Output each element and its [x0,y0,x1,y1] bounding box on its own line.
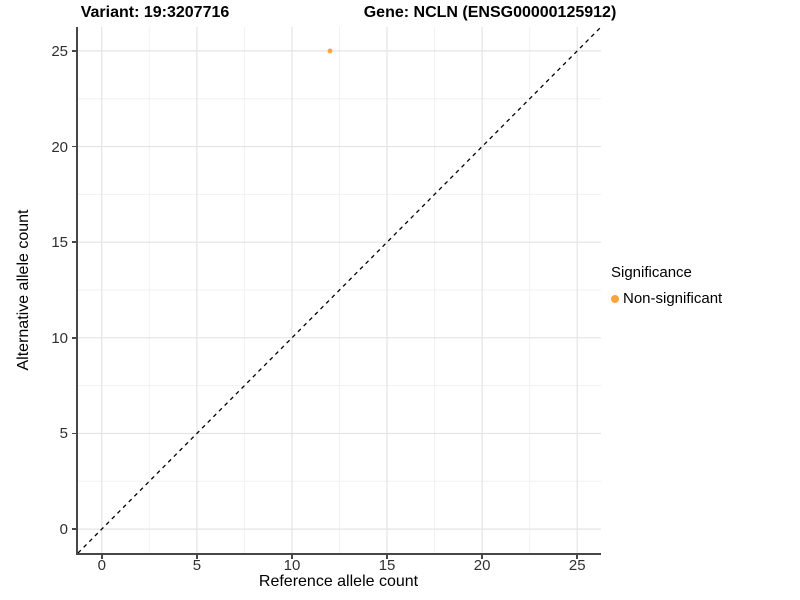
x-tick-mark [481,555,483,559]
legend-entry-non-significant: Non-significant [611,290,722,307]
y-tick-mark [72,528,76,530]
plot-title-gene: Gene: NCLN (ENSG00000125912) [363,4,617,21]
y-tick-mark [72,432,76,435]
x-tick-label: 10 [283,557,301,574]
y-tick-label: 5 [59,425,68,443]
x-tick-label: 0 [97,557,106,574]
y-tick-mark [72,241,76,243]
legend-point-icon [611,294,619,303]
plot-title-variant: Variant: 19:3207716 [80,4,230,21]
x-tick-mark [576,555,578,559]
x-tick-label: 15 [378,557,396,574]
x-tick-mark [386,555,388,559]
y-tick-label: 15 [51,234,68,252]
x-tick-label: 5 [192,557,202,574]
x-tick-label: 20 [473,557,491,574]
y-tick-label: 10 [51,329,68,347]
data-point [327,48,333,54]
plot-panel [76,27,601,555]
x-tick-mark [291,555,293,559]
x-tick-mark [101,555,103,559]
x-tick-mark [196,555,198,559]
y-tick-label: 0 [59,521,68,539]
y-axis-title: Alternative allele count [15,209,32,371]
scatter-canvas [78,27,601,553]
legend: Significance Non-significant [611,264,722,307]
legend-entry-label: Non-significant [623,290,723,307]
identity-reference-line [78,27,601,553]
y-tick-label: 20 [51,138,68,156]
x-tick-label: 25 [568,557,586,574]
y-tick-mark [72,50,76,52]
legend-title: Significance [611,264,692,281]
y-tick-mark [72,145,76,148]
x-axis-title: Reference allele count [258,573,419,590]
y-tick-label: 25 [51,42,68,60]
y-tick-mark [72,337,76,339]
